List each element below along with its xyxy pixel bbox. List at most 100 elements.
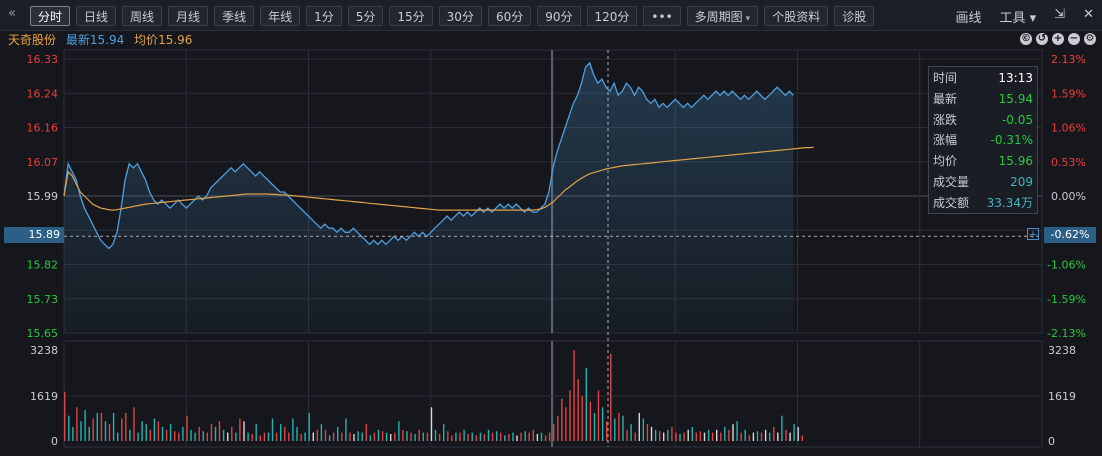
volume-bar (638, 412, 640, 441)
volume-bar (259, 435, 261, 441)
volume-bar (663, 432, 665, 441)
volume-bar (528, 432, 530, 441)
volume-bar (691, 426, 693, 441)
price-tick-label: 15.73 (27, 293, 59, 306)
volume-bar (760, 432, 763, 441)
tooltip-row: 最新 15.94 (933, 89, 1033, 109)
tab-13[interactable]: ••• (643, 6, 681, 26)
volume-bar (243, 421, 245, 441)
volume-bar (174, 431, 176, 441)
toolbar-right: 画线 工具 ▾ ⇲ ✕ (956, 7, 1095, 26)
volume-bar (614, 418, 616, 441)
volume-bar (581, 396, 583, 441)
volume-bar (121, 418, 123, 441)
volume-bar (438, 434, 441, 441)
tab-8[interactable]: 15分 (389, 6, 433, 26)
volume-bar (64, 391, 66, 441)
volume-bar (585, 367, 587, 441)
cursor-price-tag: 15.89 (4, 227, 64, 243)
tab-11[interactable]: 90分 (537, 6, 581, 26)
volume-bar (426, 432, 429, 441)
volume-bar (487, 429, 490, 441)
tooltip-key: 涨幅 (933, 133, 958, 148)
chevron-down-icon: ▾ (745, 14, 751, 24)
tab-14[interactable]: 多周期图 ▾ (686, 6, 759, 26)
volume-bar (414, 434, 416, 441)
volume-bar (341, 432, 343, 441)
tooltip-key: 最新 (933, 91, 958, 106)
tab-4[interactable]: 季线 (214, 6, 255, 26)
volume-bar (112, 412, 115, 441)
volume-bar (76, 407, 78, 441)
tooltip-value: -0.05 (1001, 112, 1033, 127)
volume-bar (153, 418, 156, 441)
volume-bar (430, 407, 433, 441)
tooltip-value: 15.94 (998, 91, 1033, 106)
stock-name[interactable]: 天奇股份 (8, 33, 57, 47)
tab-6[interactable]: 1分 (306, 6, 342, 26)
draw-button[interactable]: 画线 (955, 11, 982, 26)
price-tick-label: 15.82 (27, 259, 59, 272)
period-tabs: 分时 日线 周线 月线 季线 年线 1分 5分 15分 30分 60分 90分 120分 ••• 多周期图 ▾… (30, 6, 875, 26)
volume-bar (797, 426, 799, 441)
volume-bar (699, 431, 702, 441)
crosshair-plus-icon[interactable]: + (1027, 228, 1039, 241)
volume-bar (630, 424, 632, 441)
volume-bar (447, 431, 449, 441)
tab-9[interactable]: 30分 (438, 6, 482, 26)
settings-gear-icon[interactable]: ⚙ (1084, 33, 1096, 45)
volume-bar (169, 424, 172, 441)
volume-bar (524, 431, 526, 441)
tooltip-row: 涨幅 -0.31% (933, 130, 1033, 150)
volume-bar (357, 431, 359, 441)
zoom-out-icon[interactable]: − (1068, 33, 1080, 45)
chart-controls: © ↺ + − ⚙ (1020, 33, 1096, 45)
tab-10[interactable]: 60分 (487, 6, 532, 26)
volume-bar (92, 418, 94, 441)
tab-3[interactable]: 月线 (168, 6, 209, 26)
volume-bar (654, 429, 657, 441)
tab-5[interactable]: 年线 (260, 6, 301, 26)
volume-bar (190, 429, 192, 441)
tooltip-value: -0.31% (990, 133, 1033, 148)
tab-7[interactable]: 5分 (347, 6, 384, 26)
stock-info-bar: 天奇股份 最新15.94 均价15.96 (8, 31, 198, 49)
volume-bar (732, 424, 734, 441)
tooltip-key: 时间 (933, 71, 958, 85)
close-icon[interactable]: ✕ (1083, 7, 1094, 22)
volume-bar (68, 415, 70, 441)
tooltip-row: 成交额 33.34万 (933, 193, 1033, 213)
volume-bar (512, 432, 514, 441)
pct-tick-label: 0.53% (1051, 156, 1086, 169)
tab-2[interactable]: 周线 (122, 6, 163, 26)
volume-bar (781, 415, 783, 441)
volume-bar (182, 426, 184, 441)
tab-12[interactable]: 120分 (586, 6, 638, 26)
volume-bar (137, 432, 139, 441)
volume-bar (369, 435, 371, 441)
tab-0[interactable]: 分时 (30, 6, 71, 26)
collapse-icon[interactable]: « (8, 6, 16, 21)
restore-icon[interactable]: ⇲ (1054, 7, 1066, 22)
tab-15[interactable]: 个股资料 (764, 6, 829, 26)
volume-tick-label-right: 0 (1048, 435, 1055, 448)
tab-16[interactable]: 诊股 (834, 6, 875, 26)
volume-bar (125, 412, 127, 441)
volume-bar (467, 434, 469, 441)
pct-tick-label: -1.59% (1047, 293, 1086, 306)
tab-1[interactable]: 日线 (76, 6, 117, 26)
volume-bar (194, 432, 196, 441)
volume-bar (227, 432, 229, 441)
volume-bar (471, 432, 473, 441)
volume-bar (129, 429, 131, 441)
volume-bar (785, 429, 787, 441)
chart-toolbar: « 分时 日线 周线 月线 季线 年线 1分 5分 15分 30分 60分 90分 120分 ••• 多周期… (0, 0, 1102, 31)
volume-bar (561, 398, 563, 441)
volume-bar (597, 390, 600, 441)
reset-icon[interactable]: ↺ (1036, 33, 1048, 45)
copyright-icon[interactable]: © (1020, 33, 1032, 45)
zoom-in-icon[interactable]: + (1052, 33, 1064, 45)
volume-bar (332, 432, 335, 441)
tools-button[interactable]: 工具 ▾ (999, 11, 1037, 26)
